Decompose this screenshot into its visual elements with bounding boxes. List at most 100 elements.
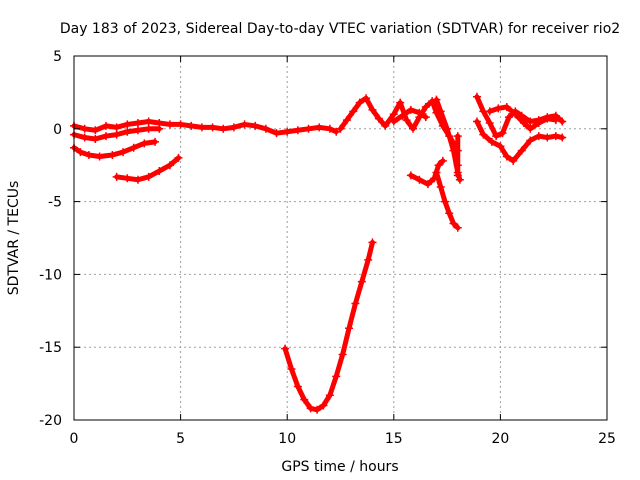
data-point <box>155 167 164 176</box>
data-point <box>300 395 309 404</box>
data-point <box>502 152 511 161</box>
data-point <box>443 124 452 133</box>
data-point <box>374 114 383 123</box>
data-point <box>140 139 149 148</box>
y-tick-label: 5 <box>53 49 62 65</box>
data-point <box>408 124 417 133</box>
data-point <box>293 382 302 391</box>
data-point <box>438 156 447 165</box>
data-point <box>534 118 543 127</box>
x-axis-label: GPS time / hours <box>281 459 398 475</box>
data-point <box>389 117 398 126</box>
data-point <box>325 124 334 133</box>
data-point <box>543 114 552 123</box>
data-point <box>558 133 567 142</box>
data-point <box>95 152 104 161</box>
grid-layer <box>74 56 607 420</box>
data-point <box>315 123 324 132</box>
data-point <box>511 110 520 119</box>
data-point <box>349 107 358 116</box>
data-point <box>129 143 138 152</box>
data-point <box>543 133 552 142</box>
data-point <box>415 108 424 117</box>
series-vertical-trace <box>453 132 462 180</box>
data-point <box>336 124 345 133</box>
data-point <box>406 171 415 180</box>
data-point <box>357 277 366 286</box>
data-point <box>415 175 424 184</box>
data-point <box>432 168 441 177</box>
data-point <box>338 350 347 359</box>
data-point <box>453 146 462 155</box>
data-point <box>368 105 377 114</box>
data-point <box>112 123 121 132</box>
data-point <box>502 102 511 111</box>
x-tick-label: 10 <box>278 431 296 447</box>
data-point <box>421 102 430 111</box>
data-point <box>76 148 85 157</box>
data-point <box>80 133 89 142</box>
data-point <box>155 124 164 133</box>
data-point <box>304 124 313 133</box>
data-point <box>434 161 443 170</box>
data-point <box>472 92 481 101</box>
data-point <box>453 171 462 180</box>
data-point <box>91 134 100 143</box>
series-afternoon-upper <box>389 105 430 126</box>
data-point <box>229 123 238 132</box>
data-point <box>345 324 354 333</box>
y-axis-label: SDTVAR / TECUs <box>6 181 22 296</box>
data-point <box>133 175 142 184</box>
plot-frame <box>73 55 608 421</box>
series-tail-drop <box>432 168 462 232</box>
y-tick-label: -20 <box>39 413 62 429</box>
chart-title: Day 183 of 2023, Sidereal Day-to-day VTE… <box>60 21 620 37</box>
data-point <box>283 127 292 136</box>
data-point <box>421 113 430 122</box>
data-point <box>436 107 445 116</box>
data-point <box>319 401 328 410</box>
data-point <box>423 180 432 189</box>
data-point <box>453 132 462 141</box>
data-point <box>504 113 513 122</box>
series-arc-deep <box>281 238 377 414</box>
series-late-lower <box>472 117 567 165</box>
data-layer <box>70 92 567 414</box>
data-point <box>112 172 121 181</box>
data-point <box>445 209 454 218</box>
data-point <box>208 123 217 132</box>
data-point <box>389 110 398 119</box>
data-point <box>534 132 543 141</box>
y-tick-label: 0 <box>53 122 62 138</box>
data-point <box>91 126 100 135</box>
data-point <box>293 126 302 135</box>
data-point <box>176 120 185 129</box>
data-point <box>101 132 110 141</box>
data-point <box>551 116 560 125</box>
data-point <box>519 118 528 127</box>
data-point <box>240 120 249 129</box>
data-point <box>101 121 110 130</box>
data-point <box>123 127 132 136</box>
data-point <box>123 120 132 129</box>
data-point <box>449 219 458 228</box>
x-tick-label: 15 <box>385 431 403 447</box>
y-tick-label: -15 <box>39 340 62 356</box>
series-main-band-lower <box>70 124 164 143</box>
data-point <box>187 121 196 130</box>
data-point <box>362 94 371 103</box>
data-point <box>165 161 174 170</box>
data-point <box>287 365 296 374</box>
data-point <box>332 127 341 136</box>
data-point <box>453 223 462 232</box>
y-tick-label: -5 <box>48 195 62 211</box>
data-point <box>526 124 535 133</box>
series-arc-dip <box>112 153 183 184</box>
data-point <box>313 405 322 414</box>
data-point <box>119 148 128 157</box>
series-arc-early <box>70 137 160 161</box>
data-point <box>151 137 160 146</box>
x-tick-label: 5 <box>176 431 185 447</box>
data-point <box>197 123 206 132</box>
series-trace <box>433 169 461 231</box>
